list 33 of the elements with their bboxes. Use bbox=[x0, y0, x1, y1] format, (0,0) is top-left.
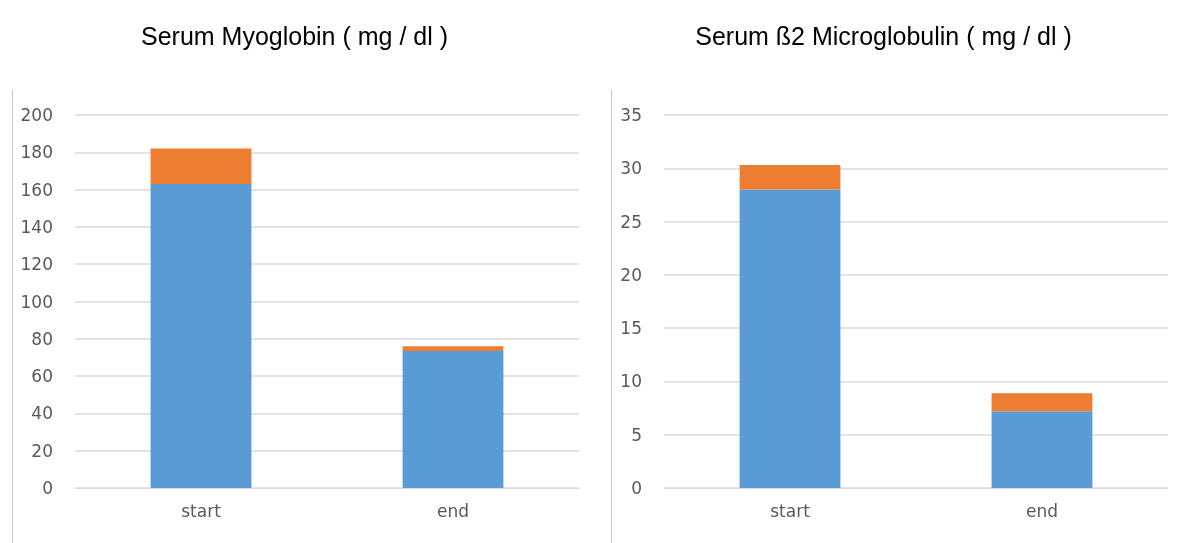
y-tick-label: 35 bbox=[619, 105, 642, 125]
x-tick-label: start bbox=[181, 500, 222, 521]
y-tick-label: 0 bbox=[630, 478, 642, 498]
y-tick-label: 200 bbox=[20, 105, 53, 125]
x-tick-label: end bbox=[1025, 500, 1058, 521]
y-tick-label: 40 bbox=[31, 403, 53, 424]
bar bbox=[150, 184, 252, 488]
y-tick-label: 140 bbox=[20, 216, 53, 237]
bar bbox=[991, 393, 1092, 412]
y-tick-label: 30 bbox=[619, 158, 642, 179]
bar bbox=[150, 148, 252, 185]
y-tick-label: 0 bbox=[42, 478, 53, 498]
y-tick-label: 100 bbox=[20, 291, 53, 312]
y-tick-label: 20 bbox=[31, 440, 53, 461]
y-tick-label: 10 bbox=[619, 371, 642, 392]
y-tick-label: 180 bbox=[20, 142, 53, 163]
chart-title: Serum Myoglobin ( mg / dl ) bbox=[140, 21, 449, 50]
bar bbox=[739, 189, 840, 488]
y-tick-label: 80 bbox=[31, 328, 53, 349]
x-tick-label: end bbox=[436, 500, 470, 521]
chart-title: Serum ß2 Microglobulin ( mg / dl ) bbox=[694, 21, 1072, 50]
y-tick-label: 5 bbox=[630, 424, 642, 445]
bar bbox=[402, 346, 504, 351]
y-tick-label: 60 bbox=[31, 366, 53, 387]
bar bbox=[991, 411, 1092, 488]
bar bbox=[739, 165, 840, 190]
x-tick-label: start bbox=[769, 500, 810, 521]
y-tick-label: 25 bbox=[619, 211, 642, 232]
y-tick-label: 120 bbox=[20, 254, 53, 275]
y-tick-label: 15 bbox=[619, 318, 642, 339]
y-tick-label: 160 bbox=[20, 179, 53, 200]
y-tick-label: 20 bbox=[619, 264, 642, 285]
bar bbox=[402, 350, 504, 488]
